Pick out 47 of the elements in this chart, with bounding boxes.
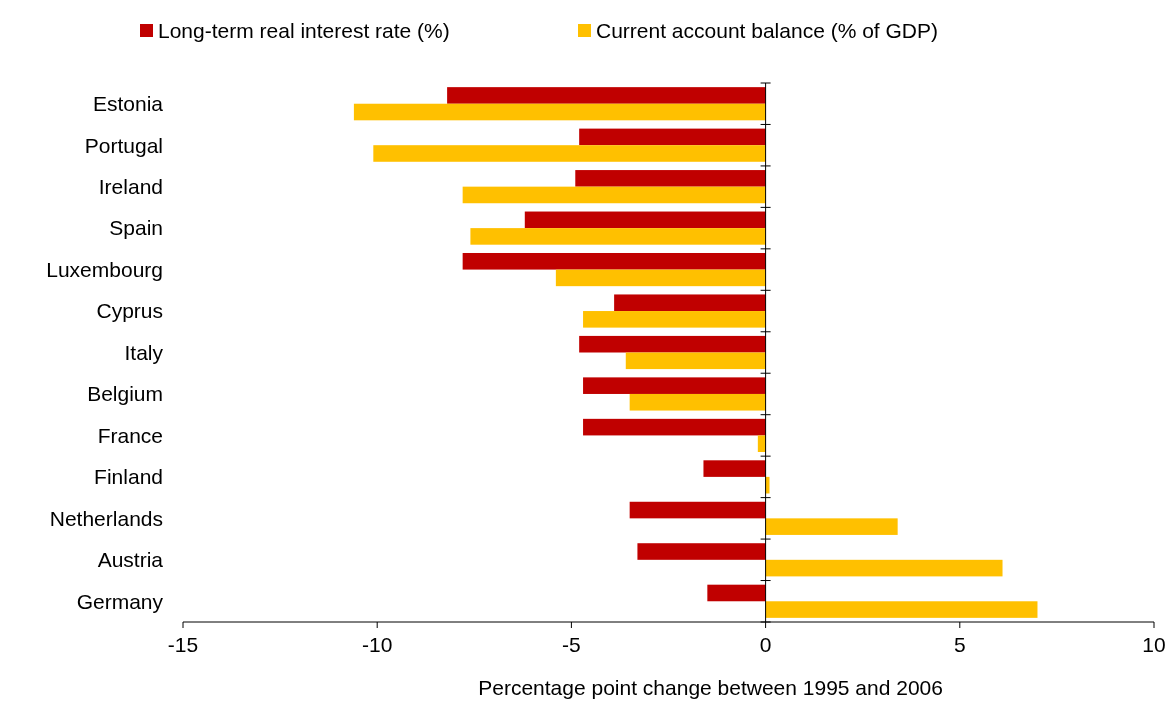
- bar: [629, 393, 766, 411]
- x-tick-label: -10: [362, 633, 393, 656]
- bar: [579, 335, 766, 353]
- bar: [703, 460, 766, 477]
- bar: [462, 186, 766, 204]
- bar: [447, 87, 766, 104]
- bar: [757, 435, 766, 453]
- bar: [625, 352, 766, 370]
- bar: [629, 501, 766, 519]
- y-tick-label: Finland: [94, 465, 163, 489]
- y-tick-label: Belgium: [87, 382, 163, 406]
- bar: [470, 228, 766, 245]
- bar: [555, 269, 766, 287]
- bar: [765, 559, 1003, 577]
- bar: [583, 418, 766, 436]
- y-tick-label: Austria: [97, 548, 164, 572]
- x-tick-label: 0: [759, 633, 772, 656]
- x-tick-label: 5: [953, 633, 966, 656]
- y-tick-label: Cyprus: [96, 299, 163, 323]
- bar: [462, 252, 766, 270]
- bar: [765, 518, 898, 535]
- y-tick-label: Spain: [109, 216, 163, 240]
- legend-label: Long-term real interest rate (%): [158, 19, 450, 43]
- y-tick-label: Portugal: [84, 133, 163, 157]
- x-tick-label: 10: [1142, 633, 1166, 656]
- y-tick-label: Italy: [124, 340, 164, 364]
- y-tick-label: Netherlands: [49, 506, 163, 530]
- bar: [583, 377, 766, 394]
- bar: [707, 584, 766, 602]
- y-tick-label: France: [97, 423, 163, 447]
- bar: [353, 103, 766, 121]
- y-tick-label: Luxembourg: [46, 257, 163, 281]
- y-tick-label: Ireland: [98, 175, 163, 198]
- x-tick-label: -5: [562, 633, 581, 656]
- bar: [575, 170, 766, 187]
- x-axis-title: Percentage point change between 1995 and 2006: [478, 676, 943, 699]
- bar: [614, 294, 766, 312]
- bar: [765, 601, 1038, 618]
- bar: [373, 145, 766, 162]
- bar: [579, 128, 766, 146]
- x-tick-label: -15: [167, 633, 199, 656]
- y-tick-label: Estonia: [92, 92, 164, 116]
- legend-label: Current account balance (% of GDP): [596, 19, 938, 43]
- bar: [524, 211, 766, 229]
- y-tick-label: Germany: [76, 589, 164, 613]
- bar: [637, 543, 766, 560]
- bar: [583, 311, 766, 328]
